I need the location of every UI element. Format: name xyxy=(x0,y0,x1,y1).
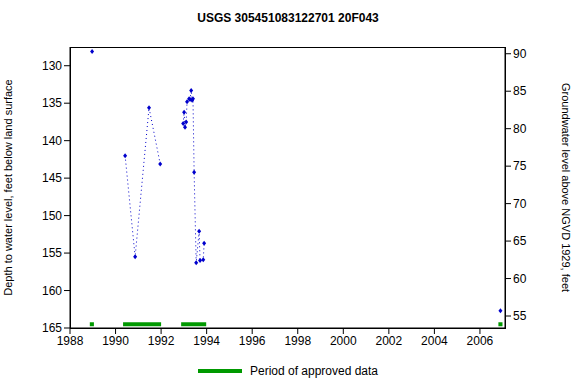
svg-text:75: 75 xyxy=(513,159,527,173)
svg-text:55: 55 xyxy=(513,309,527,323)
svg-text:1988: 1988 xyxy=(57,334,84,348)
svg-text:1992: 1992 xyxy=(148,334,175,348)
svg-text:155: 155 xyxy=(42,246,62,260)
svg-text:2006: 2006 xyxy=(467,334,494,348)
html-text:Period of approved data: Period of approved data xyxy=(250,364,378,378)
svg-text:2004: 2004 xyxy=(421,334,448,348)
svg-text:1998: 1998 xyxy=(284,334,311,348)
svg-text:145: 145 xyxy=(42,171,62,185)
svg-text:135: 135 xyxy=(42,96,62,110)
svg-text:2000: 2000 xyxy=(330,334,357,348)
svg-text:165: 165 xyxy=(42,321,62,335)
svg-text:65: 65 xyxy=(513,234,527,248)
svg-text:80: 80 xyxy=(513,122,527,136)
svg-text:2002: 2002 xyxy=(375,334,402,348)
svg-text:130: 130 xyxy=(42,59,62,73)
svg-text:1996: 1996 xyxy=(239,334,266,348)
svg-text:1990: 1990 xyxy=(102,334,129,348)
svg-text:160: 160 xyxy=(42,284,62,298)
svg-text:Depth to water level, feet bel: Depth to water level, feet below land su… xyxy=(8,79,14,295)
svg-text:140: 140 xyxy=(42,134,62,148)
svg-text:Groundwater level above NGVD 1: Groundwater level above NGVD 1929, feet xyxy=(560,83,568,292)
svg-text:1994: 1994 xyxy=(193,334,220,348)
svg-text:85: 85 xyxy=(513,84,527,98)
svg-text:60: 60 xyxy=(513,272,527,286)
html-text:USGS 305451083122701 20F043: USGS 305451083122701 20F043 xyxy=(197,11,379,25)
svg-text:150: 150 xyxy=(42,209,62,223)
svg-text:70: 70 xyxy=(513,197,527,211)
svg-text:90: 90 xyxy=(513,47,527,61)
